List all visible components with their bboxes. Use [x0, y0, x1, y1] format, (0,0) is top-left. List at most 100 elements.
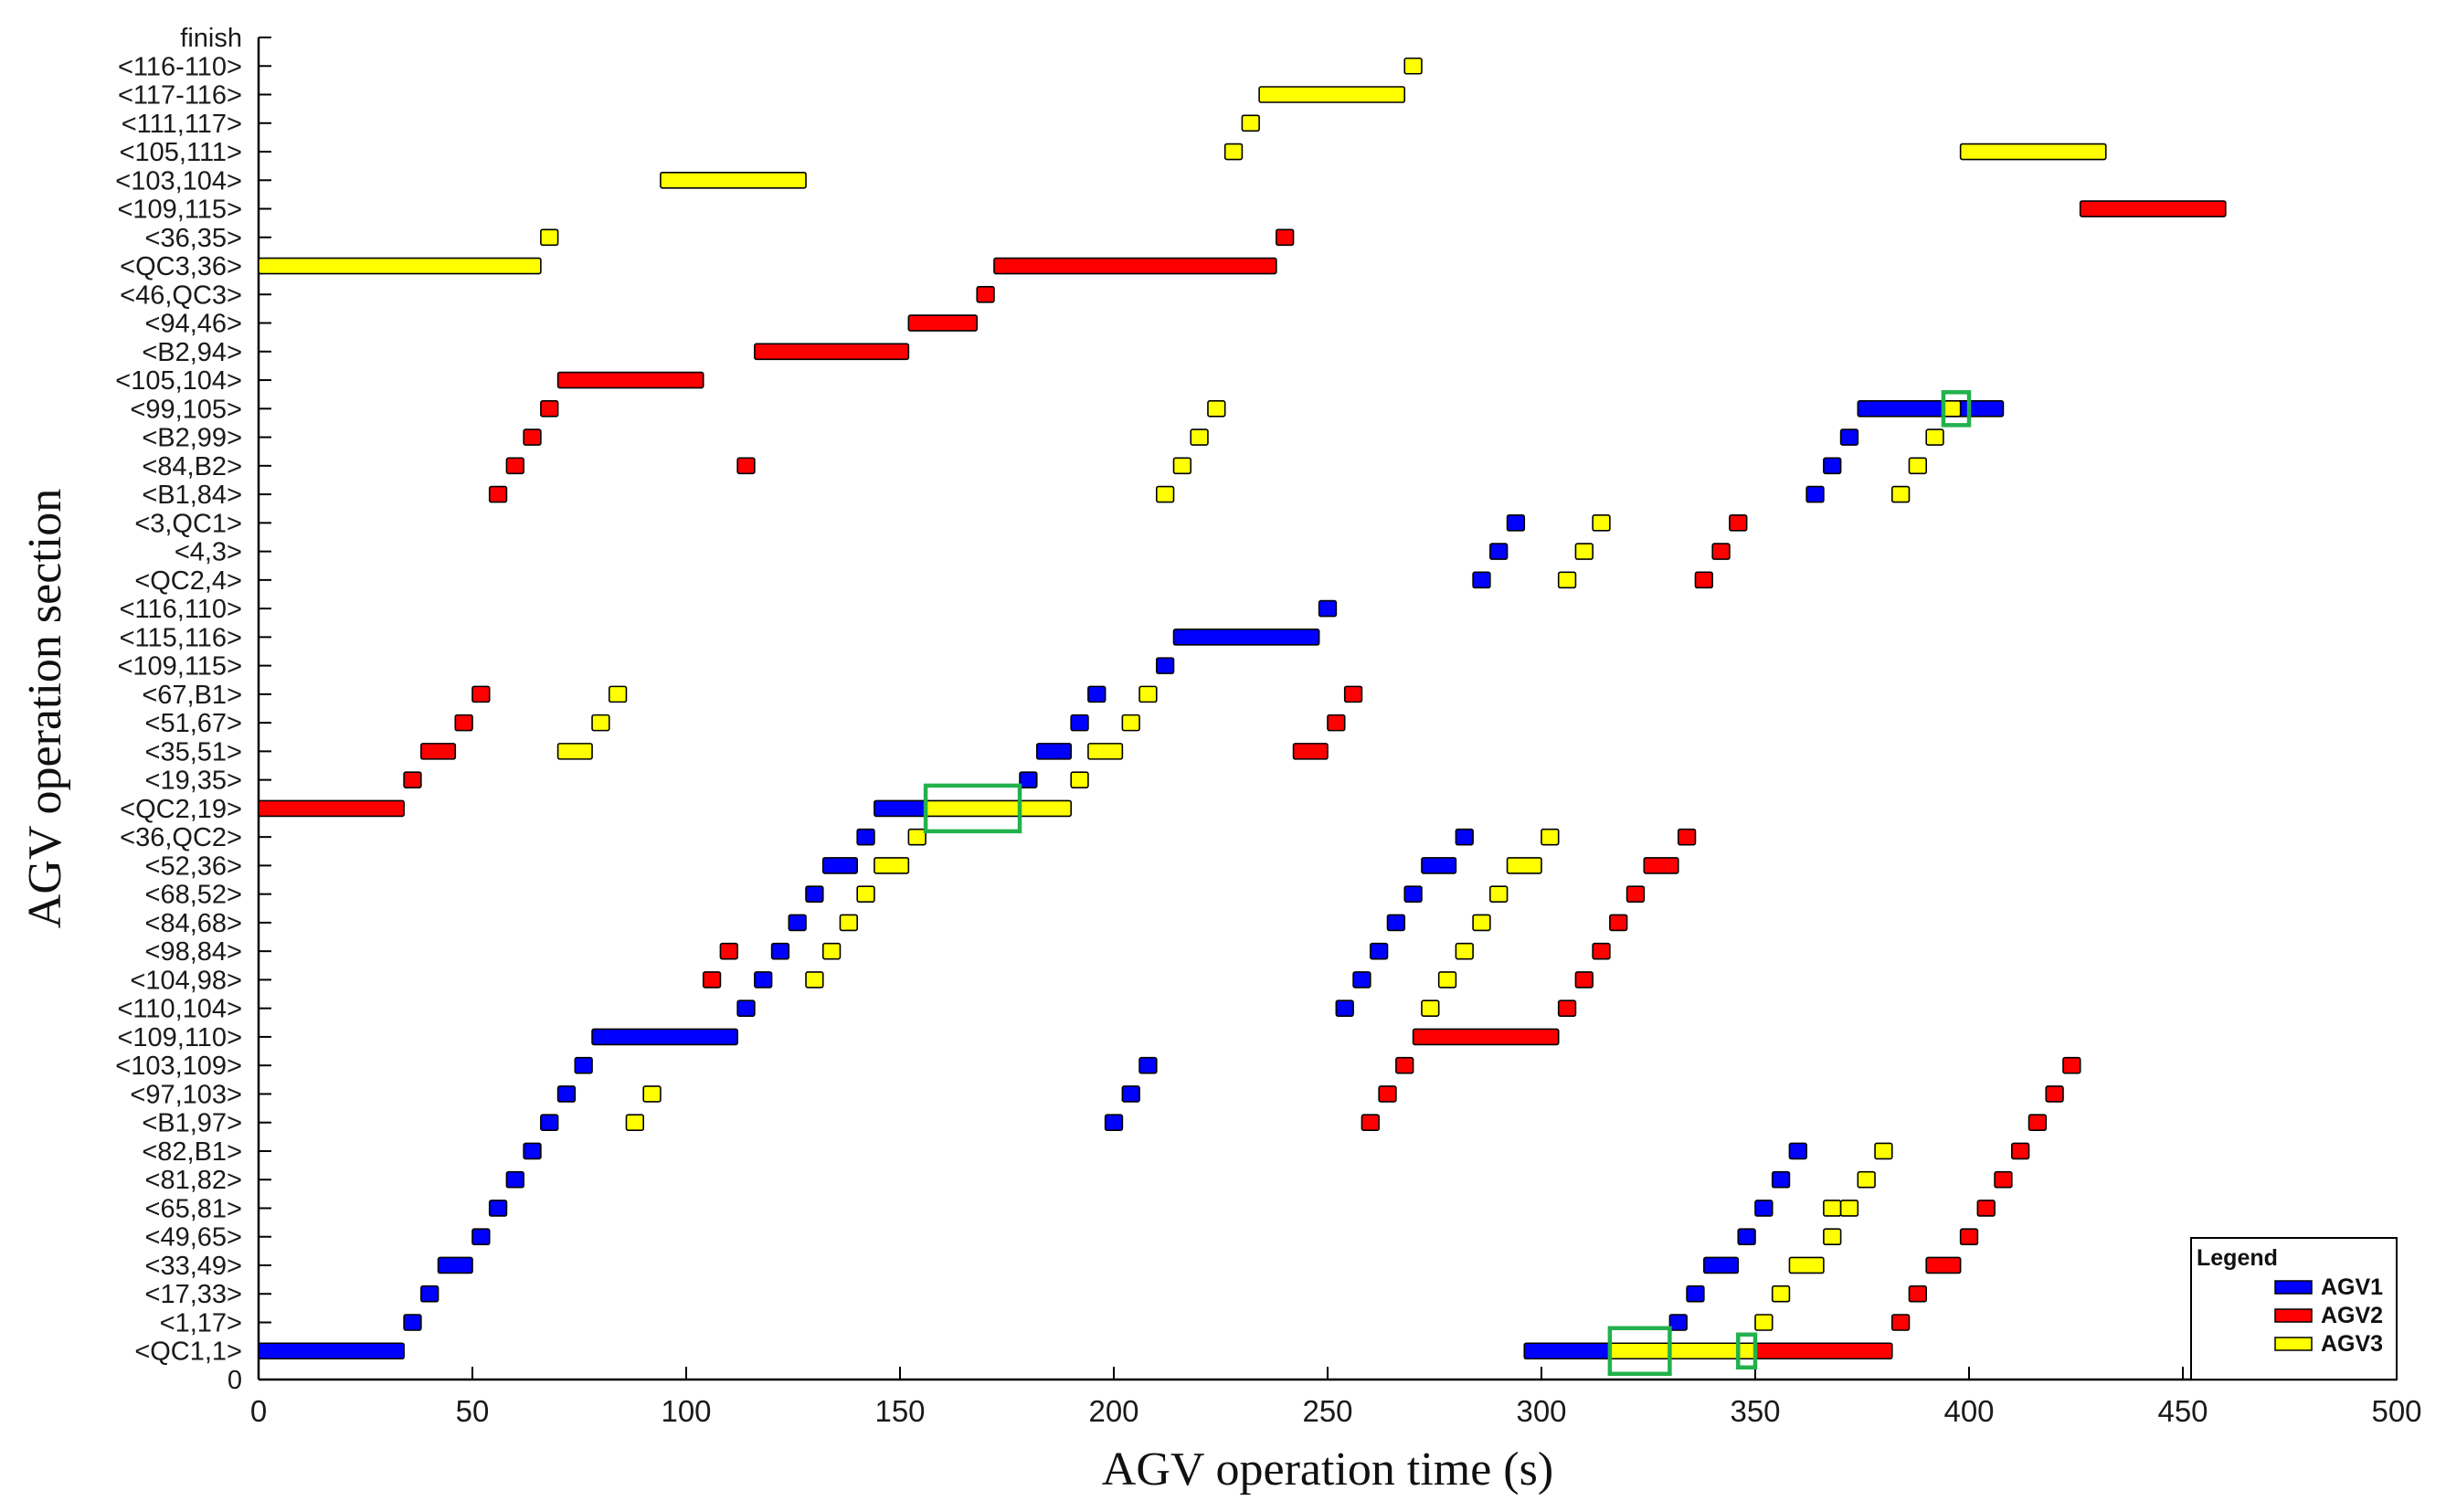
- agv2-task-bar: [2045, 1085, 2064, 1103]
- agv3-task-bar: [1874, 1142, 1893, 1160]
- legend-label-agv1: AGV1: [2321, 1274, 2383, 1300]
- y-tick-label: <116,110>: [120, 595, 242, 624]
- agv1-task-bar: [1403, 885, 1423, 903]
- y-tick-label: <33,49>: [145, 1252, 242, 1281]
- agv2-task-bar: [754, 343, 910, 361]
- agv1-task-bar: [1335, 999, 1354, 1017]
- agv3-task-bar: [1925, 428, 1944, 446]
- agv1-task-bar: [856, 828, 875, 846]
- agv1-task-bar: [1823, 457, 1842, 475]
- agv3-task-bar: [642, 1085, 662, 1103]
- agv3-task-bar: [1943, 400, 1962, 418]
- agv2-task-bar: [1625, 885, 1646, 903]
- agv2-task-bar: [454, 714, 473, 732]
- plot-frame: [257, 37, 2397, 1381]
- x-tick-label: 400: [1943, 1394, 1994, 1428]
- agv3-task-bar: [1857, 1170, 1876, 1189]
- agv2-task-bar: [976, 285, 995, 303]
- agv1-task-bar: [1019, 771, 1038, 788]
- x-tick-label: 100: [661, 1394, 711, 1428]
- y-tick-label: <4,3>: [175, 538, 242, 567]
- agv3-task-bar: [1207, 400, 1226, 418]
- agv2-task-bar: [471, 685, 491, 703]
- agv3-task-bar: [625, 1114, 644, 1132]
- agv1-task-bar: [1156, 657, 1175, 674]
- legend-swatch-agv3: [2274, 1337, 2313, 1351]
- legend-label-agv3: AGV3: [2321, 1331, 2383, 1357]
- y-tick-label: <67,B1>: [142, 681, 242, 710]
- y-tick-label: <17,33>: [145, 1280, 242, 1309]
- agv3-task-bar: [1190, 428, 1209, 446]
- agv3-task-bar: [1959, 143, 2107, 161]
- agv3-task-bar: [1754, 1314, 1774, 1331]
- agv1-task-bar: [754, 971, 773, 989]
- agv1-task-bar: [736, 999, 756, 1017]
- agv3-task-bar: [839, 914, 858, 932]
- agv2-task-bar: [2079, 200, 2227, 217]
- agv3-task-bar: [1592, 514, 1611, 532]
- agv3-task-bar: [805, 971, 824, 989]
- x-tick-label: 0: [250, 1394, 267, 1428]
- x-axis-ticks: 0 50 100 150 200 250 300 350 400 450 500: [250, 1367, 2422, 1428]
- agv2-task-bar: [702, 971, 722, 989]
- agv2-task-bar: [1592, 942, 1611, 960]
- agv3-task-bar: [1823, 1200, 1842, 1217]
- agv1-task-bar: [1805, 485, 1825, 503]
- agv2-task-bar: [1890, 1314, 1911, 1331]
- agv2-task-bar: [2062, 1056, 2081, 1074]
- y-tick-label: <103,104>: [115, 166, 242, 196]
- agv1-task-bar: [1421, 857, 1457, 874]
- x-tick-label: 350: [1730, 1394, 1780, 1428]
- agv3-task-bar: [925, 799, 1073, 818]
- agv1-task-bar: [1104, 1114, 1124, 1132]
- agv2-task-bar: [1395, 1056, 1414, 1074]
- agv1-task-bar: [1138, 1056, 1158, 1074]
- agv3-task-bar: [1156, 485, 1175, 503]
- agv2-task-bar: [1412, 1028, 1560, 1046]
- y-tick-label: <B1,97>: [142, 1109, 242, 1138]
- agv3-task-bar: [1138, 685, 1158, 703]
- agv2-task-bar: [1694, 571, 1713, 589]
- agv3-task-bar: [1223, 143, 1244, 161]
- agv2-task-bar: [719, 942, 738, 960]
- agv3-task-bar: [258, 257, 542, 275]
- agv3-task-bar: [1455, 942, 1474, 960]
- y-tick-label: <84,B2>: [142, 452, 242, 481]
- agv3-task-bar: [874, 857, 910, 874]
- agv1-task-bar: [1771, 1170, 1791, 1189]
- agv2-task-bar: [258, 799, 405, 818]
- y-tick-label: <46,QC3>: [120, 280, 242, 310]
- agv2-task-bar: [1959, 1228, 1979, 1246]
- agv1-task-bar: [1668, 1314, 1688, 1331]
- x-tick-label: 250: [1302, 1394, 1352, 1428]
- agv2-task-bar: [403, 771, 422, 788]
- agv2-task-bar: [1643, 857, 1679, 874]
- agv3-task-bar: [1541, 828, 1560, 846]
- agv3-task-bar: [1472, 914, 1491, 932]
- conflict-highlight-box: [923, 783, 1022, 834]
- agv1-task-bar: [1857, 400, 2005, 418]
- agv1-task-bar: [505, 1170, 524, 1189]
- agv1-task-bar: [1737, 1228, 1756, 1246]
- y-tick-label: <109,115>: [117, 652, 242, 682]
- y-tick-label: <QC3,36>: [120, 252, 242, 281]
- agv2-task-bar: [1908, 1285, 1927, 1303]
- agv2-task-bar: [1677, 828, 1697, 846]
- agv2-task-bar: [1292, 743, 1329, 760]
- y-tick-label: <97,103>: [130, 1080, 242, 1109]
- agv1-task-bar: [471, 1228, 491, 1246]
- y-tick-label: <65,81>: [145, 1194, 242, 1223]
- legend-title: Legend: [2197, 1245, 2278, 1271]
- agv3-task-bar: [907, 828, 927, 846]
- agv3-task-bar: [556, 743, 593, 760]
- legend-swatch-agv2: [2274, 1308, 2313, 1323]
- agv3-task-bar: [856, 885, 875, 903]
- agv2-task-bar: [1609, 914, 1628, 932]
- agv2-task-bar: [993, 257, 1277, 275]
- x-tick-label: 450: [2157, 1394, 2208, 1428]
- legend: Legend AGV1 AGV2 AGV3: [2190, 1237, 2398, 1380]
- agv1-task-bar: [1386, 914, 1406, 932]
- agv1-task-bar: [1172, 629, 1320, 646]
- agv2-task-bar: [1711, 543, 1731, 560]
- y-tick-label: <QC2,4>: [134, 566, 242, 596]
